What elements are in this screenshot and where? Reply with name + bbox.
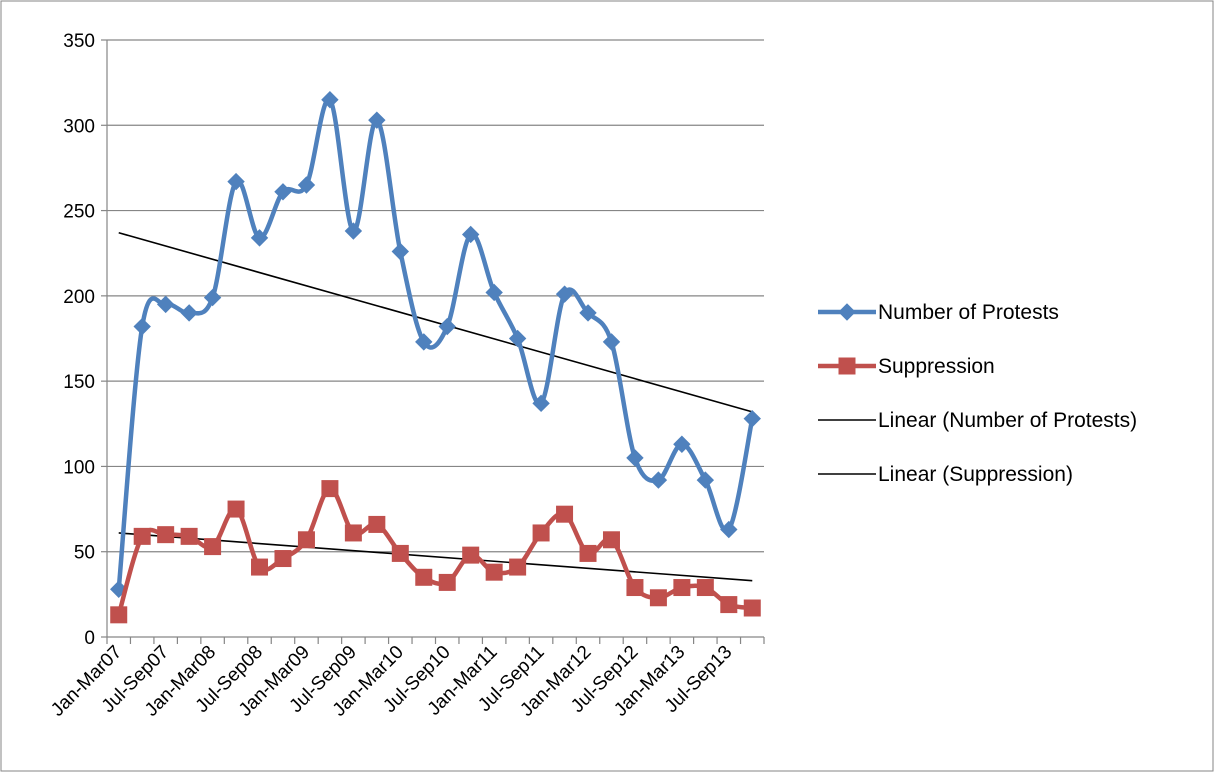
data-point-suppression — [579, 544, 597, 562]
data-point-protests — [626, 449, 644, 467]
data-point-suppression — [180, 527, 198, 545]
data-point-protests — [579, 304, 597, 322]
data-point-protests — [508, 329, 527, 348]
data-point-protests — [532, 394, 550, 413]
data-point-protests — [673, 435, 691, 453]
data-point-suppression — [602, 531, 620, 549]
data-point-protests — [156, 295, 175, 314]
data-point-suppression — [438, 573, 456, 591]
data-point-suppression — [743, 599, 761, 617]
data-point-suppression — [204, 538, 222, 556]
data-point-suppression — [251, 558, 269, 576]
data-point-protests — [555, 285, 574, 303]
y-tick-label: 150 — [63, 372, 95, 393]
data-point-suppression — [696, 579, 714, 597]
legend-label: Number of Protests — [878, 301, 1059, 324]
data-point-suppression — [133, 527, 151, 545]
data-point-suppression — [110, 606, 128, 624]
data-point-suppression — [649, 589, 667, 607]
data-point-suppression — [485, 563, 503, 581]
data-point-suppression — [297, 531, 315, 549]
legend-label: Suppression — [878, 355, 995, 378]
data-point-suppression — [344, 524, 362, 542]
legend-item-trend-suppression: Linear (Suppression) — [818, 463, 1073, 486]
data-point-protests — [297, 176, 316, 194]
data-point-protests — [274, 183, 292, 201]
trendline-protests — [118, 231, 753, 413]
data-point-protests — [438, 317, 456, 336]
y-tick-label: 100 — [63, 457, 95, 478]
legend-label: Linear (Suppression) — [878, 463, 1073, 486]
data-point-suppression — [321, 480, 339, 498]
data-point-protests — [203, 288, 222, 307]
data-point-protests — [180, 304, 198, 322]
data-point-protests — [368, 111, 386, 129]
legend-marker — [838, 303, 856, 321]
trendlines — [118, 231, 753, 582]
data-point-suppression — [720, 596, 738, 614]
data-point-suppression — [626, 579, 644, 597]
data-point-suppression — [368, 515, 386, 533]
data-point-protests — [696, 471, 715, 489]
y-tick-label: 300 — [63, 116, 95, 137]
data-point-protests — [227, 172, 245, 191]
data-series — [110, 90, 761, 624]
data-point-protests — [720, 520, 738, 539]
data-point-suppression — [157, 526, 175, 544]
legend-item-trend-protests: Linear (Number of Protests) — [818, 409, 1137, 432]
data-point-suppression — [462, 546, 480, 564]
data-point-protests — [133, 317, 151, 336]
legend-item-protests: Number of Protests — [818, 301, 1059, 324]
data-point-suppression — [556, 505, 574, 523]
legend-marker — [838, 357, 856, 375]
y-tick-label: 350 — [63, 31, 95, 52]
data-point-suppression — [509, 558, 527, 576]
data-point-suppression — [415, 568, 433, 586]
data-point-suppression — [532, 524, 550, 542]
y-tick-label: 50 — [74, 543, 95, 564]
data-point-suppression — [274, 550, 292, 568]
legend: Number of Protests Suppression Linear (Num… — [818, 301, 1137, 486]
data-point-protests — [602, 333, 621, 351]
legend-label: Linear (Number of Protests) — [878, 409, 1137, 432]
data-point-suppression — [673, 579, 691, 597]
data-point-suppression — [391, 544, 409, 562]
data-point-protests — [649, 471, 668, 489]
data-point-protests — [391, 242, 410, 261]
data-point-protests — [250, 229, 269, 247]
y-tick-label: 0 — [84, 628, 95, 649]
legend-item-suppression: Suppression — [818, 355, 995, 378]
data-point-protests — [344, 222, 363, 240]
y-tick-label: 200 — [63, 287, 95, 308]
trendline-suppression — [118, 532, 753, 582]
data-point-protests — [415, 333, 433, 351]
data-point-protests — [321, 90, 339, 109]
data-point-protests — [743, 409, 761, 428]
data-point-protests — [461, 225, 480, 244]
data-point-protests — [485, 283, 503, 302]
data-point-suppression — [227, 500, 245, 518]
y-tick-label: 250 — [63, 202, 95, 223]
